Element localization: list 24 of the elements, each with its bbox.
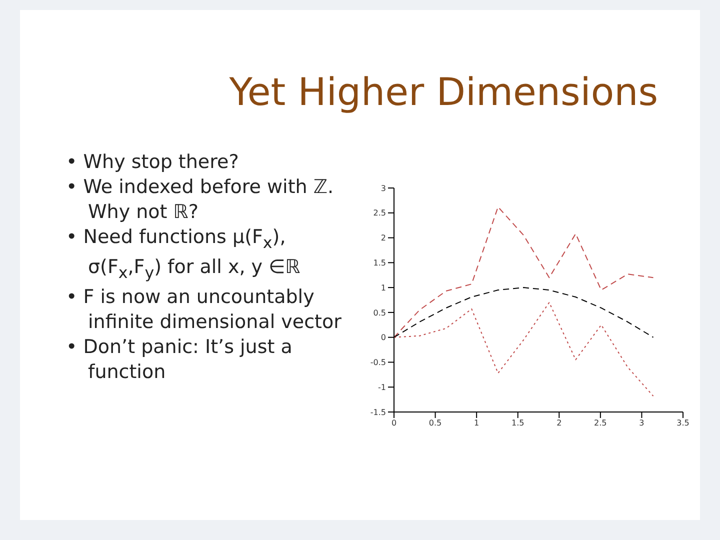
text: • We indexed before with ℤ. Why not ℝ? [66, 175, 335, 225]
text: • Don’t panic: It’s just a function [66, 334, 294, 385]
x-tick-label: 3.5 [676, 418, 690, 428]
x-tick-label: 1 [474, 418, 480, 428]
y-tick-label: 2 [380, 234, 386, 243]
y-tick-label: 1 [380, 283, 386, 292]
x-tick-label: 0.5 [428, 418, 442, 428]
y-tick-label: 0.5 [373, 308, 386, 318]
y-tick-label: -1.5 [370, 408, 386, 417]
text: • Need functions μ(F$_{x}$), σ(F$_{x}$,F$_{y}$) for all x, y ∈ℝ [66, 226, 300, 282]
y-tick-label: -0.5 [370, 358, 386, 368]
x-tick-label: 2.5 [594, 418, 607, 428]
text: • F is now an uncountably infinite dimensional vector [66, 284, 342, 335]
text: • Why stop there? [66, 150, 240, 175]
x-tick-label: 2 [556, 418, 562, 428]
chart-title: Yet Higher Dimensions [229, 70, 658, 114]
x-tick-label: 1.5 [511, 418, 524, 428]
y-tick-label: -1 [378, 382, 386, 392]
y-tick-label: 0 [380, 333, 386, 342]
y-tick-label: 2.5 [373, 208, 386, 218]
x-tick-label: 0 [391, 418, 397, 428]
y-tick-label: 1.5 [373, 258, 386, 268]
x-tick-label: 3 [639, 418, 644, 428]
y-tick-label: 3 [380, 184, 386, 193]
